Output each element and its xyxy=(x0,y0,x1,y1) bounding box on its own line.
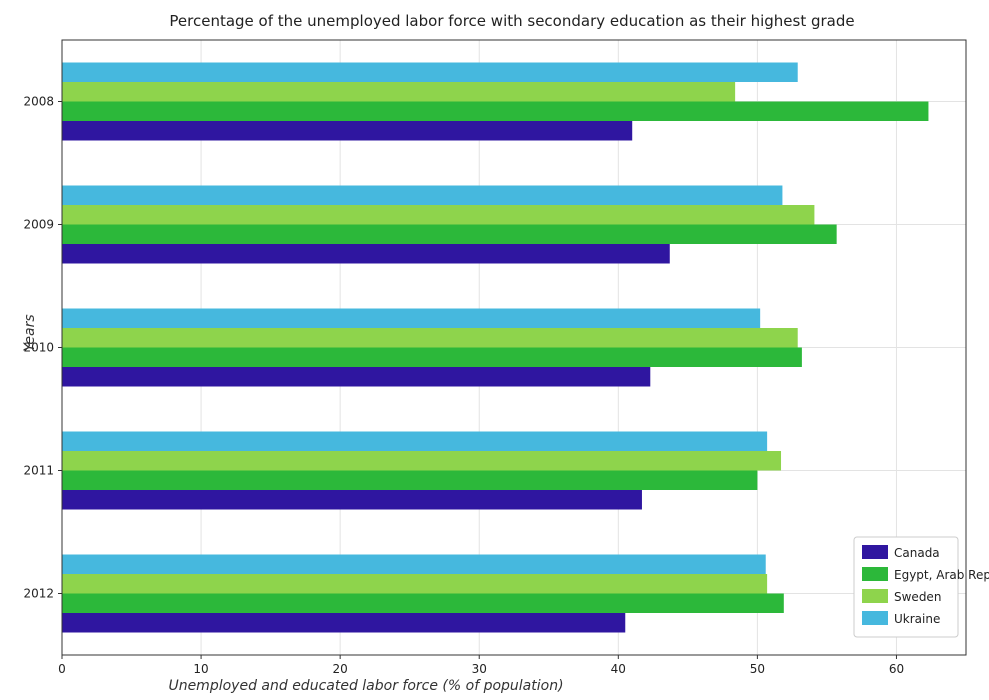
bars xyxy=(62,62,929,633)
plot-frame xyxy=(61,39,967,656)
bar xyxy=(62,121,633,141)
bar xyxy=(62,101,929,121)
bar xyxy=(62,367,651,387)
x-tick-label: 60 xyxy=(889,662,904,676)
bar xyxy=(62,82,736,102)
legend-swatch xyxy=(862,567,888,581)
bar xyxy=(62,185,783,205)
bar xyxy=(62,490,642,510)
bar xyxy=(62,328,798,348)
chart-title: Percentage of the unemployed labor force… xyxy=(169,12,854,30)
bar xyxy=(62,244,670,264)
legend-swatch xyxy=(862,611,888,625)
bar xyxy=(62,308,761,328)
bar xyxy=(62,470,758,490)
legend-swatch xyxy=(862,589,888,603)
x-tick-label: 30 xyxy=(472,662,487,676)
bar xyxy=(62,613,626,633)
bar xyxy=(62,451,782,471)
x-axis-title: Unemployed and educated labor force (% o… xyxy=(168,678,563,694)
y-tick-label: 2011 xyxy=(23,464,54,478)
x-tick-label: 20 xyxy=(333,662,348,676)
bar xyxy=(62,205,815,225)
axes: 0 10 20 30 40 50 60 2008 2009 2010 2011 2012 xyxy=(23,39,967,676)
legend-swatch xyxy=(862,545,888,559)
legend-label: Canada xyxy=(894,546,940,560)
y-tick-label: 2012 xyxy=(23,587,54,601)
bar xyxy=(62,554,766,574)
legend-label: Sweden xyxy=(894,590,941,604)
y-axis-title: Years xyxy=(22,314,38,351)
legend-label: Ukraine xyxy=(894,612,940,626)
bar xyxy=(62,593,784,613)
x-tick-label: 50 xyxy=(750,662,765,676)
y-tick-label: 2009 xyxy=(23,218,54,232)
bar xyxy=(62,62,798,82)
bar xyxy=(62,347,802,367)
legend-label: Egypt, Arab Rep. xyxy=(894,568,989,582)
bar xyxy=(62,224,837,244)
x-tick-label: 10 xyxy=(193,662,208,676)
y-tick-label: 2008 xyxy=(23,95,54,109)
bar xyxy=(62,431,768,451)
x-tick-label: 40 xyxy=(611,662,626,676)
legend: Canada Egypt, Arab Rep. Sweden Ukraine xyxy=(853,536,989,638)
y-tick-label: 2010 xyxy=(23,341,54,355)
x-tick-label: 0 xyxy=(58,662,66,676)
bar xyxy=(62,574,768,594)
